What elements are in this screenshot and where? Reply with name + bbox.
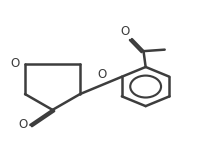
Text: O: O — [97, 68, 107, 81]
Text: O: O — [10, 57, 20, 70]
Text: O: O — [18, 118, 27, 131]
Text: O: O — [121, 25, 130, 38]
